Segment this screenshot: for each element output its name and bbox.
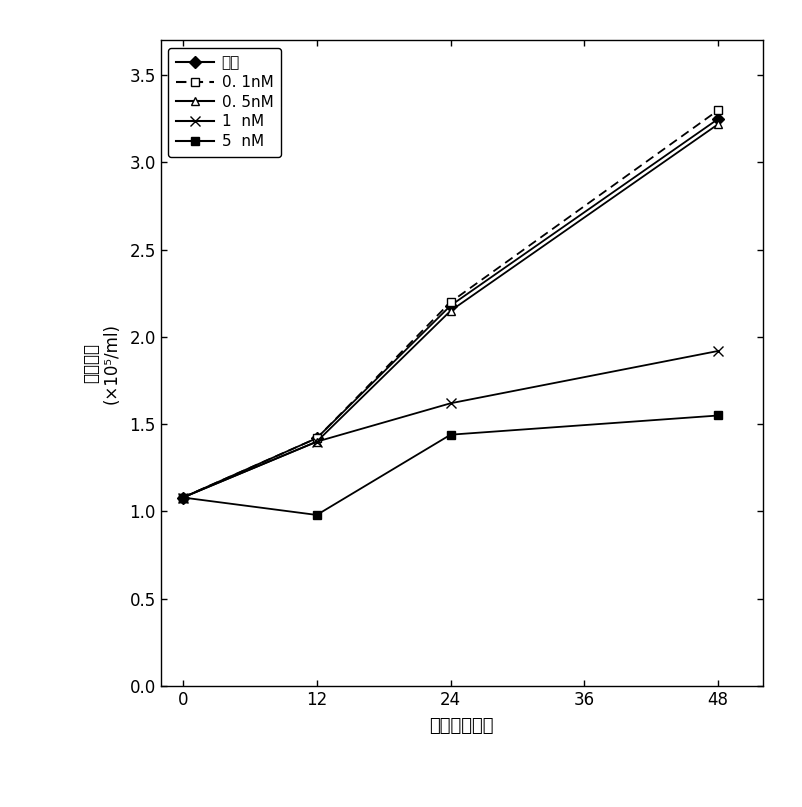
Y-axis label: 活细胞数
(×10⁵/ml): 活细胞数 (×10⁵/ml) [82,323,121,404]
Legend: 对照, 0. 1nM, 0. 5nM, 1  nM, 5  nM: 对照, 0. 1nM, 0. 5nM, 1 nM, 5 nM [168,48,281,157]
X-axis label: 时间（小时）: 时间（小时） [429,717,493,735]
